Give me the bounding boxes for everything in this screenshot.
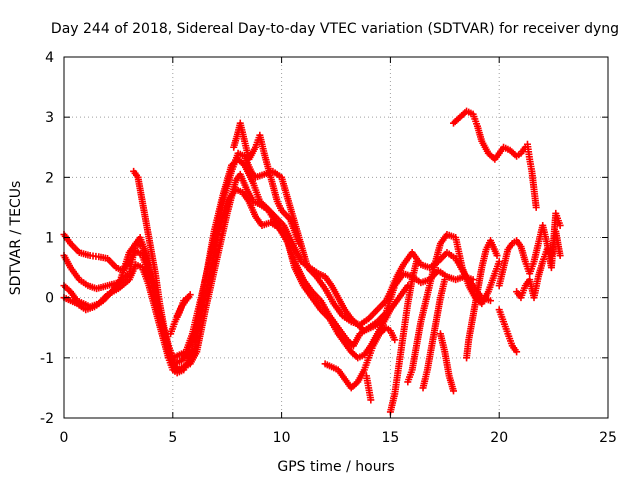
series-track-j	[362, 372, 375, 404]
data-point	[367, 396, 375, 404]
series-track-i	[321, 324, 399, 392]
data-point	[532, 203, 540, 211]
series-track-h	[167, 294, 192, 338]
series-track-e	[130, 167, 179, 371]
y-tick-label: 1	[45, 231, 54, 247]
chart-title: Day 244 of 2018, Sidereal Day-to-day VTE…	[51, 21, 619, 37]
data-point	[413, 258, 421, 266]
y-tick-label: 4	[45, 50, 54, 66]
series-track-o	[463, 237, 501, 362]
series-track-s	[513, 227, 564, 302]
data-point	[556, 221, 564, 229]
series-track-n	[419, 276, 449, 392]
series-track-k	[386, 258, 421, 416]
y-axis-label: SDTVAR / TECUs	[8, 181, 24, 296]
data-point	[391, 336, 399, 344]
data-point	[486, 297, 494, 305]
y-tick-label: 0	[45, 291, 54, 307]
x-tick-label: 20	[490, 430, 508, 446]
series-track-r	[495, 306, 521, 356]
data-point	[450, 387, 458, 395]
data-point	[382, 312, 390, 320]
data-point	[184, 294, 192, 302]
data-marks	[60, 107, 564, 416]
data-point	[295, 240, 303, 248]
data-point	[556, 252, 564, 260]
x-tick-label: 10	[273, 430, 291, 446]
series-track-l	[404, 230, 503, 386]
series-track-p	[450, 107, 540, 211]
data-point	[493, 252, 501, 260]
x-axis-label: GPS time / hours	[277, 459, 394, 475]
data-point	[441, 276, 449, 284]
x-tick-label: 25	[599, 430, 617, 446]
series-track-c	[60, 185, 412, 377]
y-tick-label: -1	[40, 351, 54, 367]
y-tick-label: 2	[45, 170, 54, 186]
series-track-f	[230, 119, 303, 248]
data-point	[495, 258, 503, 266]
x-tick-label: 5	[168, 430, 177, 446]
axis-ticks: 0 5 10 15 20 25 -2 -1 0 1 2 3 4	[40, 50, 617, 446]
data-point	[513, 348, 521, 356]
series-track-d	[60, 155, 390, 368]
series-track-m	[436, 330, 458, 395]
data-point	[469, 276, 477, 284]
grid	[64, 57, 608, 418]
data-point	[171, 363, 179, 371]
y-tick-label: -2	[40, 411, 54, 427]
x-tick-label: 0	[60, 430, 69, 446]
x-tick-label: 15	[381, 430, 399, 446]
y-tick-label: 3	[45, 110, 54, 126]
